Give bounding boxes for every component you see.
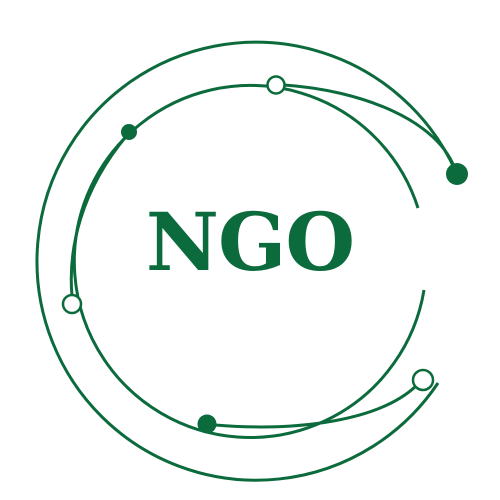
middle-ring-arc [72, 84, 426, 439]
bottom-trace [214, 384, 418, 429]
bottom-hollow-node [411, 368, 435, 392]
top-hollow-node [266, 75, 286, 95]
right-solid-node [446, 163, 468, 185]
left-solid-node [121, 124, 137, 140]
outer-ring-arc [35, 40, 458, 482]
left-hollow-node [61, 293, 83, 315]
logo-wordmark: NGO [145, 195, 355, 289]
bottom-solid-node [197, 414, 217, 434]
top-trace [283, 83, 458, 173]
left-trace [69, 132, 131, 297]
